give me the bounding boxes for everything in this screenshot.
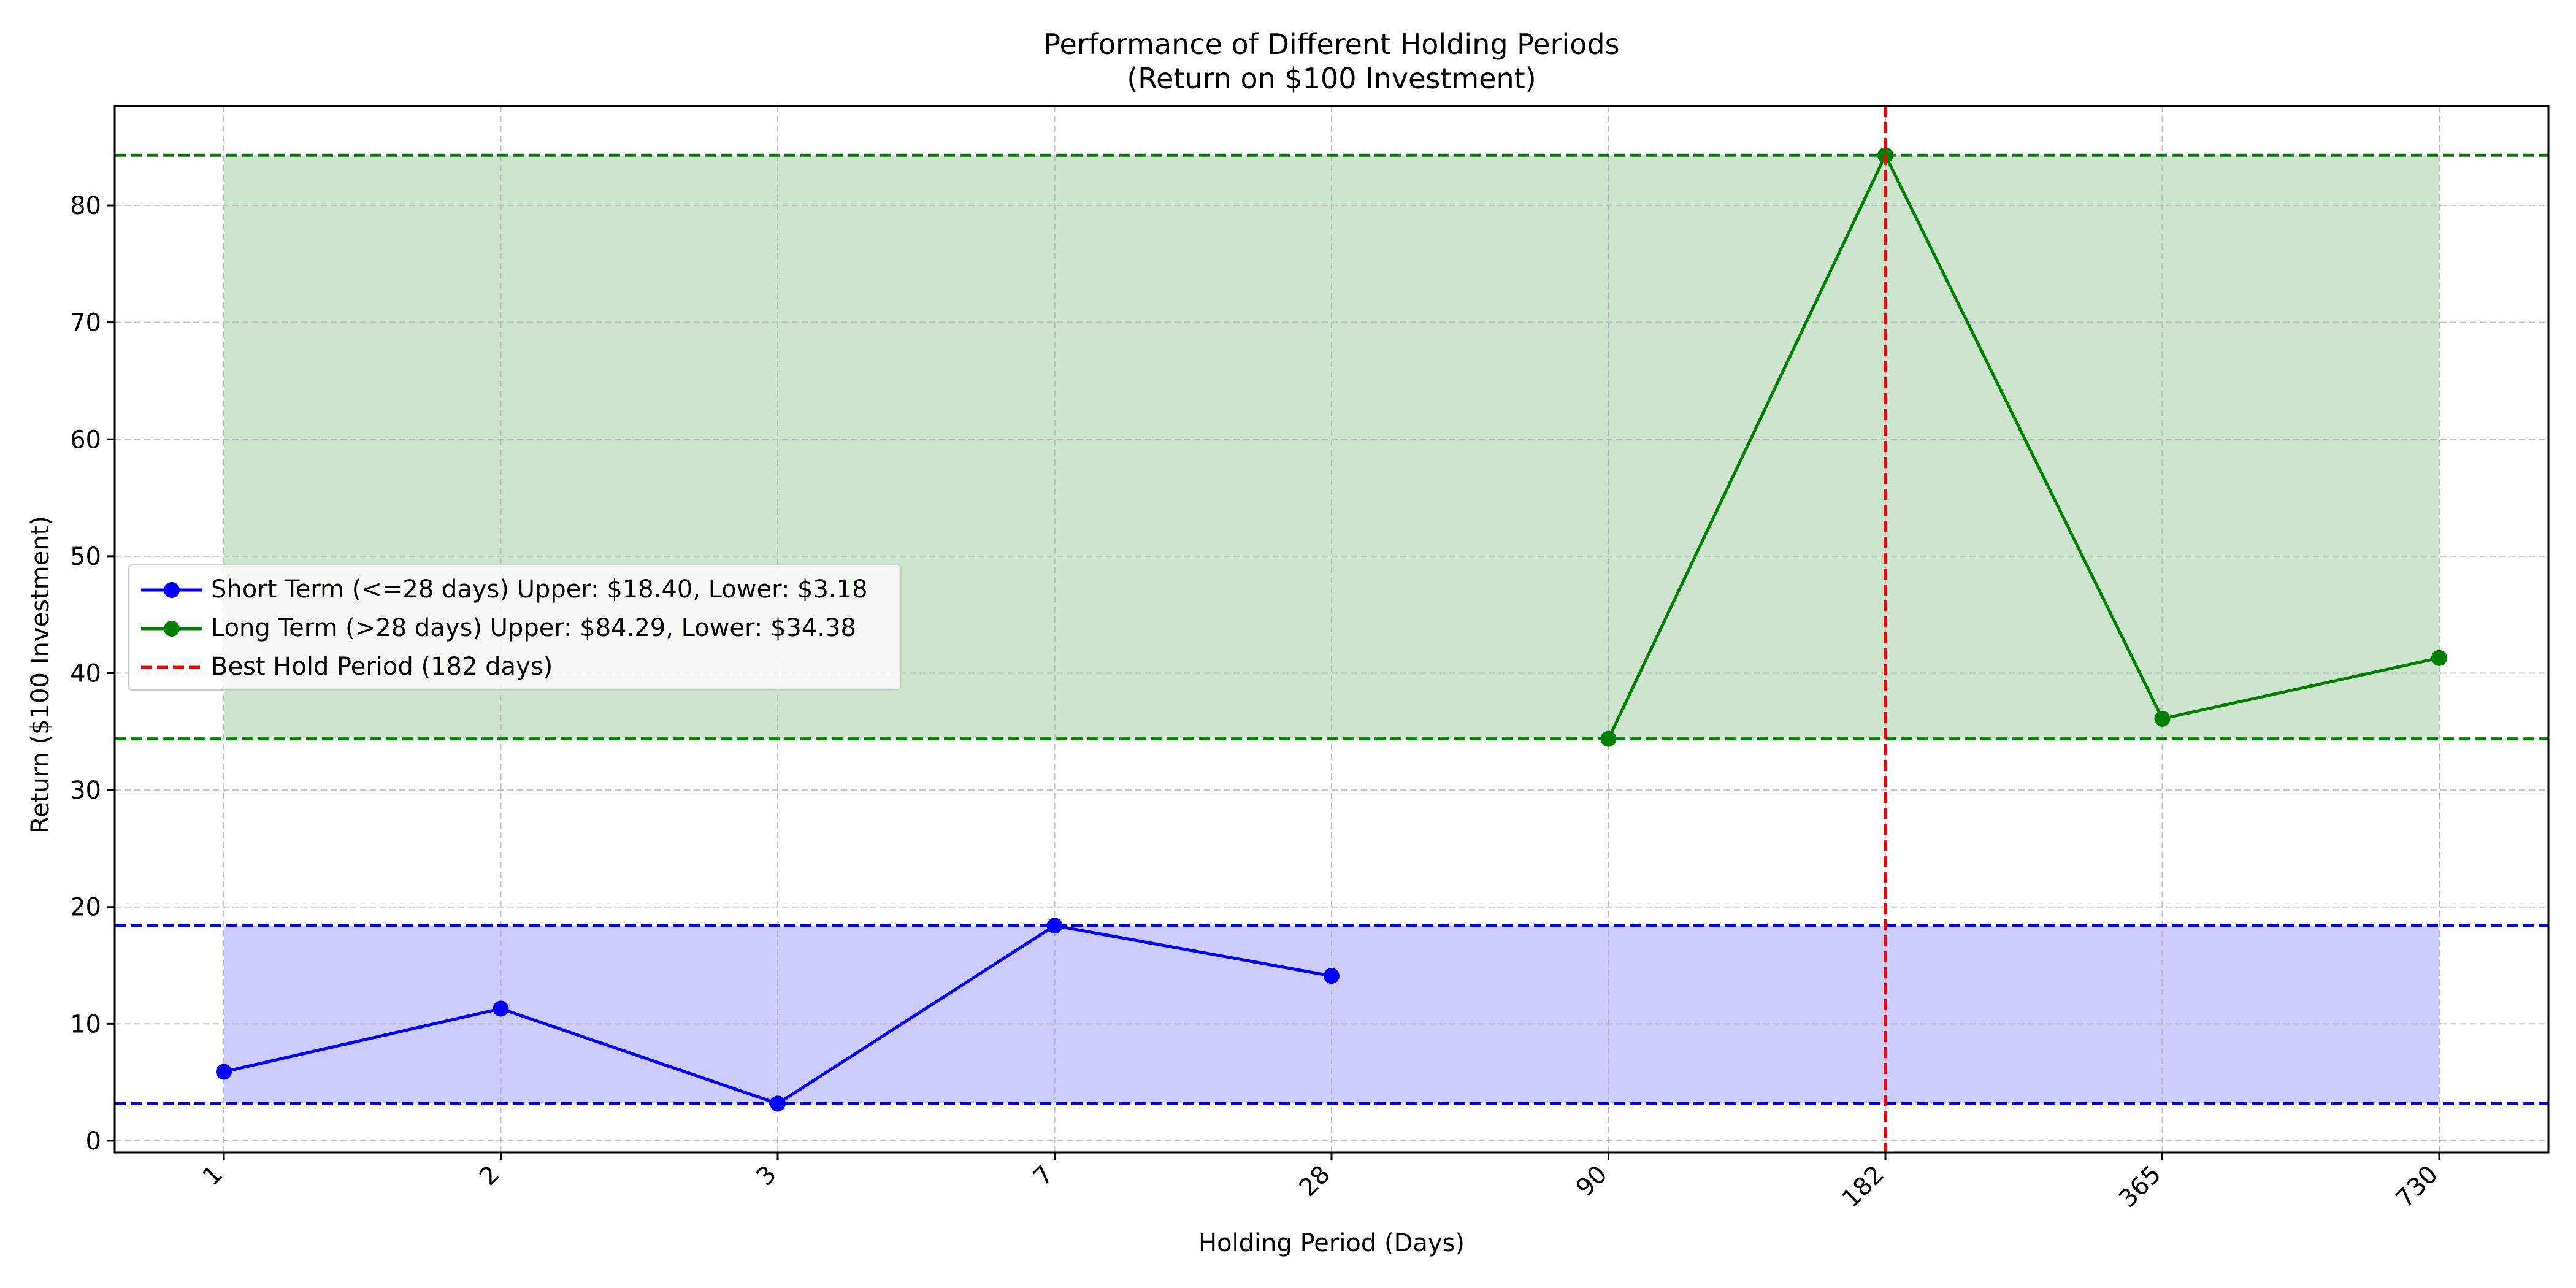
x-tick-label: 1 [197, 1160, 229, 1192]
data-point [1046, 918, 1063, 934]
x-tick-label: 365 [2114, 1160, 2167, 1214]
legend-item-best-hold: Best Hold Period (182 days) [129, 650, 900, 683]
legend-item-short-term: Short Term (<=28 days) Upper: $18.40, Lo… [129, 573, 900, 606]
y-tick-label: 20 [70, 894, 101, 922]
x-tick-label: 3 [751, 1160, 783, 1192]
y-tick-label: 10 [70, 1010, 101, 1038]
data-point [1600, 730, 1617, 747]
chart-subtitle: (Return on $100 Investment) [1127, 62, 1536, 95]
legend-swatch-long-term [141, 621, 202, 637]
data-point [493, 1000, 509, 1017]
y-tick-label: 60 [70, 426, 101, 454]
data-point [216, 1064, 232, 1080]
y-tick-label: 50 [70, 543, 101, 571]
x-tick-label: 730 [2391, 1160, 2444, 1214]
y-tick-label: 40 [70, 659, 101, 688]
legend-swatch-short-term [141, 582, 202, 598]
y-axis-label: Return ($100 Investment) [26, 516, 55, 834]
chart-title: Performance of Different Holding Periods [1043, 28, 1620, 61]
y-tick-label: 70 [70, 309, 101, 337]
legend-label-best-hold: Best Hold Period (182 days) [211, 653, 553, 681]
legend-label-long-term: Long Term (>28 days) Upper: $84.29, Lowe… [211, 614, 856, 642]
data-point [1324, 968, 1340, 984]
y-tick-label: 0 [86, 1127, 101, 1156]
series-layer [216, 147, 2447, 1112]
data-point [2431, 650, 2447, 666]
x-axis-label: Holding Period (Days) [1198, 1229, 1465, 1257]
x-tick-label: 7 [1028, 1160, 1059, 1192]
legend-label-short-term: Short Term (<=28 days) Upper: $18.40, Lo… [211, 575, 868, 604]
legend-swatch-best-hold [141, 665, 202, 669]
band-threshold-lines [115, 153, 2548, 1105]
x-tick-label: 182 [1837, 1160, 1890, 1214]
series-line-1 [1607, 151, 2440, 740]
data-point [2154, 710, 2171, 727]
x-tick-label: 28 [1294, 1160, 1336, 1203]
legend-item-long-term: Long Term (>28 days) Upper: $84.29, Lowe… [129, 611, 900, 645]
legend: Short Term (<=28 days) Upper: $18.40, Lo… [128, 564, 902, 691]
y-tick-label: 80 [70, 192, 101, 220]
x-tick-label: 2 [474, 1160, 505, 1192]
x-tick-label: 90 [1571, 1160, 1613, 1203]
data-point [770, 1095, 786, 1112]
y-tick-label: 30 [70, 776, 101, 805]
